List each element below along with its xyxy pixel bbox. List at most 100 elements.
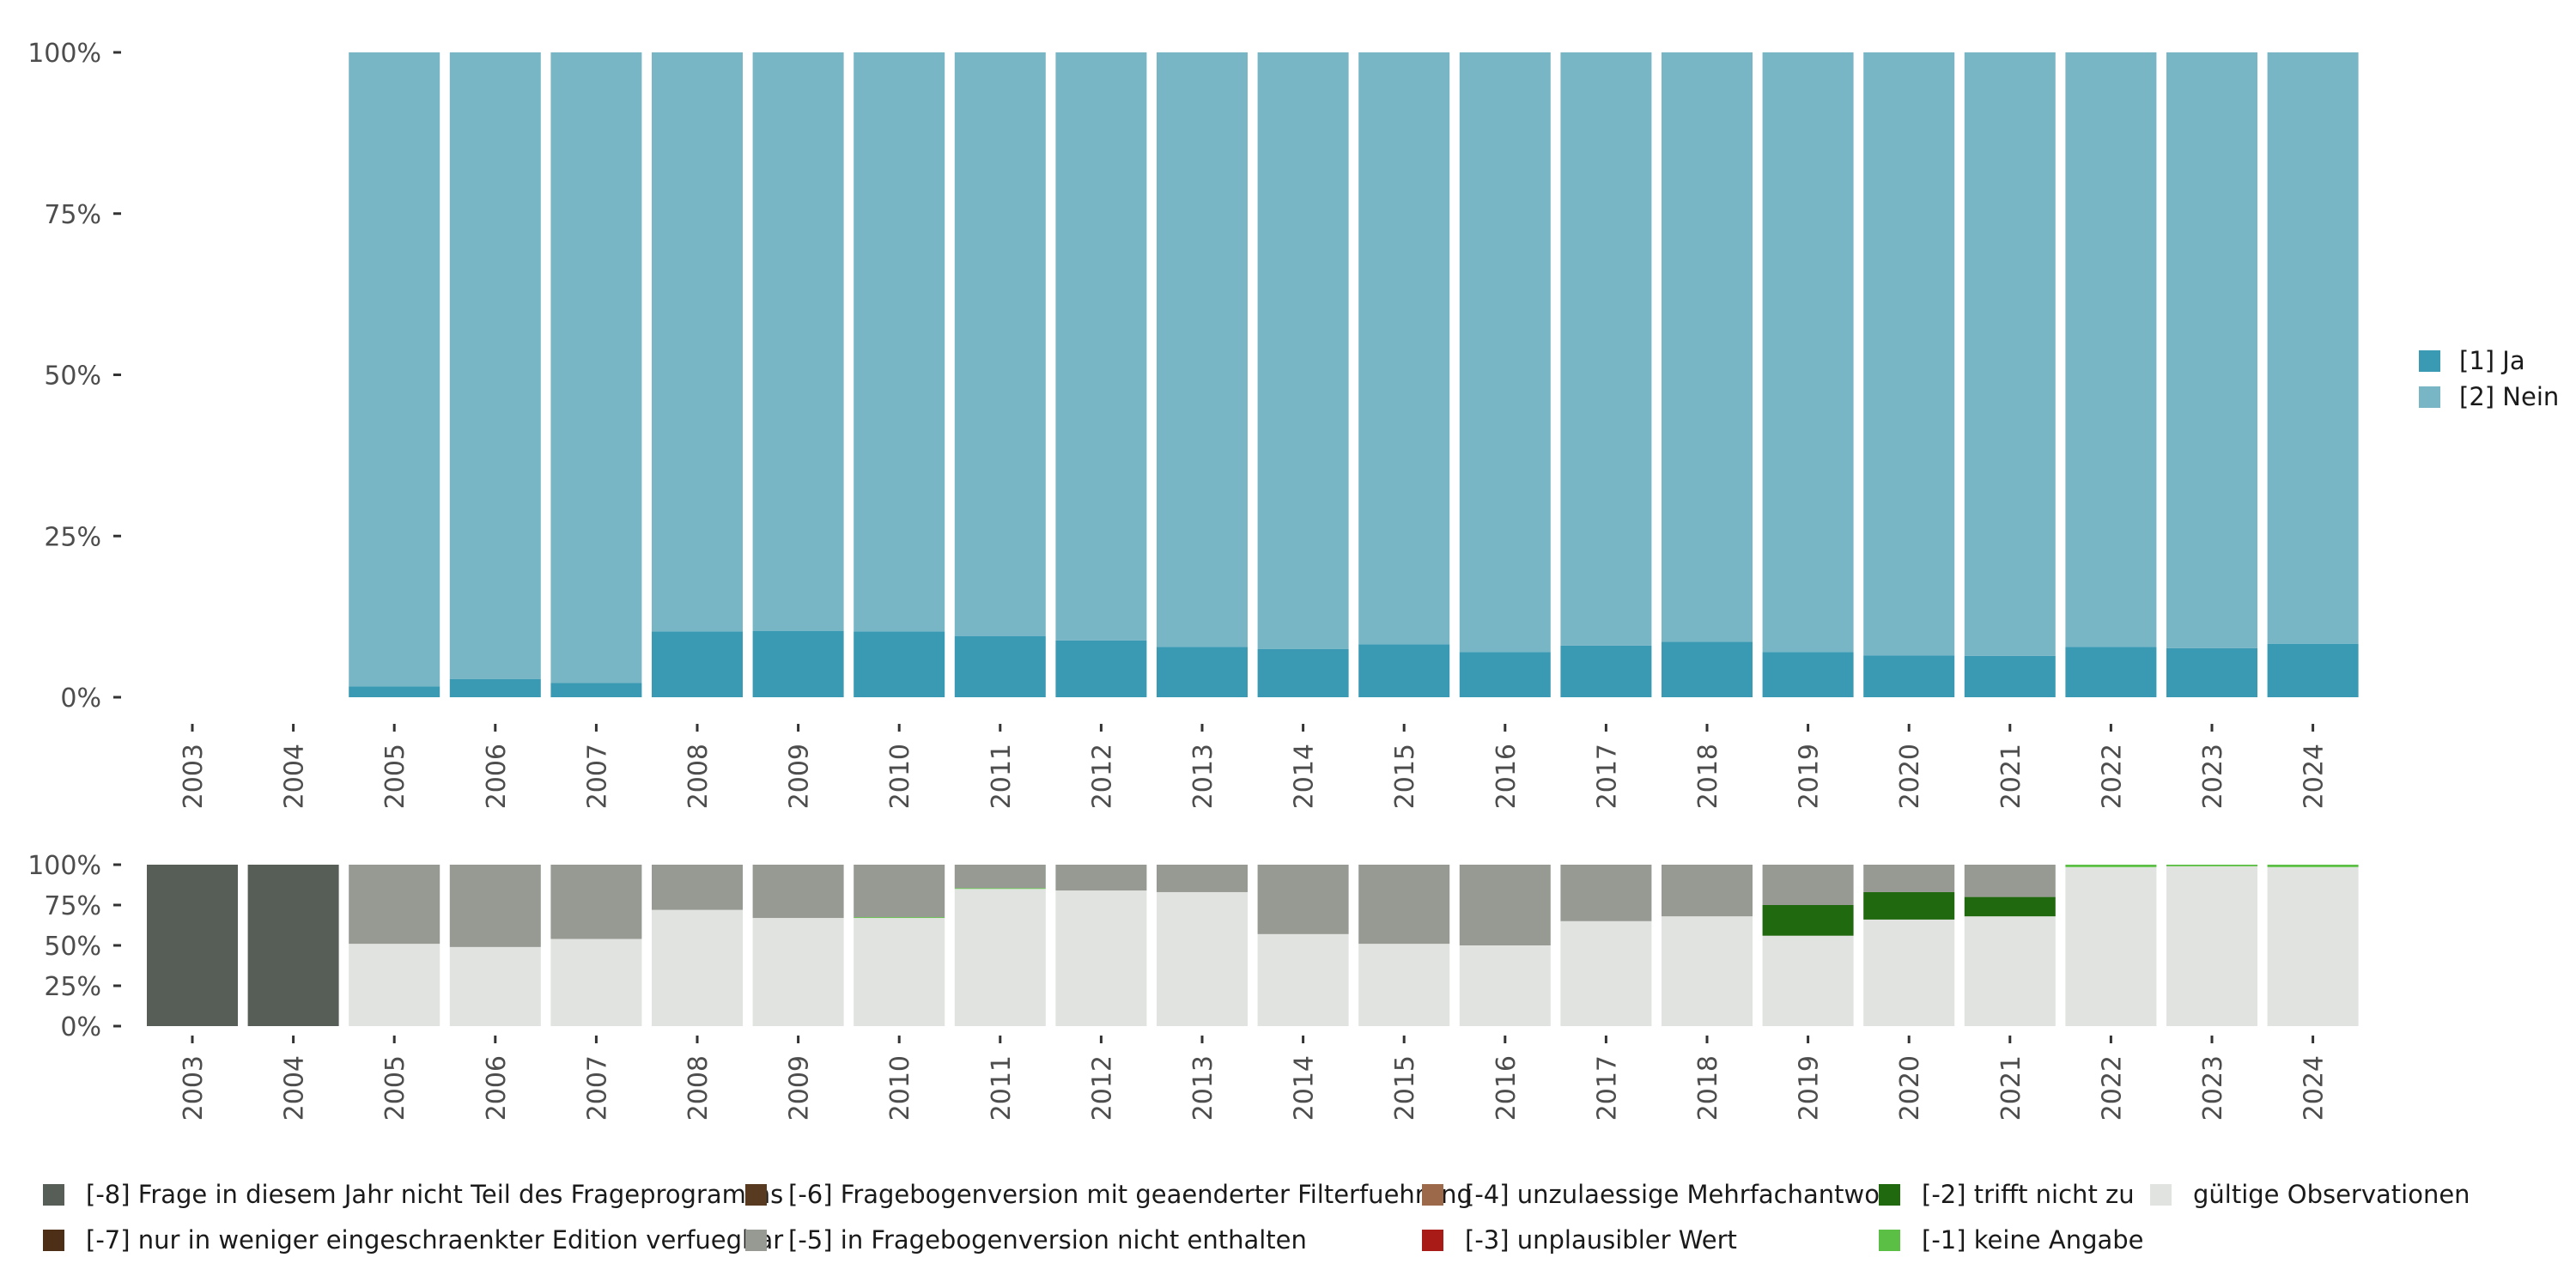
top-legend-swatch-2-nein — [2419, 386, 2440, 408]
bottom-bar-5-in-fragebogenversion-nicht-enthalten-2006 — [449, 865, 541, 947]
bottom-bar-g-ltige-observationen-2013 — [1157, 891, 1248, 1026]
top-bar-2-nein-2009 — [752, 52, 844, 631]
bottom-bar-g-ltige-observationen-2022 — [2065, 866, 2157, 1026]
bottom-bar-5-in-fragebogenversion-nicht-enthalten-2014 — [1257, 865, 1349, 934]
bottom-bar-g-ltige-observationen-2021 — [1964, 916, 2056, 1026]
bottom-bar-g-ltige-observationen-2018 — [1662, 916, 1753, 1026]
top-bar-1-ja-2008 — [652, 631, 743, 697]
bottom-bar-g-ltige-observationen-2007 — [550, 939, 642, 1026]
bottom-bar-g-ltige-observationen-2017 — [1560, 920, 1652, 1026]
top-x-tick-label: 2020 — [1895, 744, 1925, 809]
top-x-tick-label: 2015 — [1390, 744, 1420, 809]
top-bar-2-nein-2012 — [1055, 52, 1147, 641]
top-x-tick-label: 2007 — [582, 744, 612, 809]
top-y-tick-label: 50% — [44, 361, 101, 392]
bottom-legend-swatch-2-trifft-nicht-zu — [1879, 1184, 1900, 1206]
top-bar-1-ja-2015 — [1358, 644, 1450, 697]
bottom-x-tick-label: 2004 — [280, 1055, 310, 1121]
top-x-tick-label: 2019 — [1795, 744, 1825, 809]
top-bar-2-nein-2020 — [1863, 52, 1955, 656]
top-bar-1-ja-2007 — [550, 683, 642, 697]
bottom-x-tick-label: 2005 — [380, 1055, 410, 1121]
top-bar-1-ja-2019 — [1762, 652, 1854, 697]
top-x-tick-label: 2012 — [1087, 744, 1117, 809]
bottom-bar-5-in-fragebogenversion-nicht-enthalten-2005 — [349, 865, 440, 945]
bottom-bar-g-ltige-observationen-2011 — [954, 889, 1046, 1026]
bottom-bar-g-ltige-observationen-2012 — [1055, 890, 1147, 1026]
bottom-bar-g-ltige-observationen-2009 — [752, 918, 844, 1026]
top-x-tick-label: 2017 — [1592, 744, 1622, 809]
top-bar-2-nein-2011 — [954, 52, 1046, 636]
bottom-legend-swatch-5-in-fragebogenversion-nicht-enthalten — [745, 1230, 767, 1251]
bottom-bar-1-keine-angabe-2010 — [854, 917, 945, 919]
bottom-legend-swatch-8-frage-in-diesem-jahr-nicht-teil-des-frageprogramms — [43, 1184, 64, 1206]
bottom-bar-5-in-fragebogenversion-nicht-enthalten-2007 — [550, 865, 642, 939]
bottom-bar-1-keine-angabe-2011 — [954, 888, 1046, 890]
bottom-bar-g-ltige-observationen-2010 — [854, 918, 945, 1026]
top-bar-2-nein-2022 — [2065, 52, 2157, 647]
bottom-bar-g-ltige-observationen-2006 — [449, 946, 541, 1026]
bottom-bar-5-in-fragebogenversion-nicht-enthalten-2011 — [954, 865, 1046, 889]
bottom-bar-8-frage-in-diesem-jahr-nicht-teil-des-frageprogramms-2004 — [247, 865, 339, 1026]
top-legend-swatch-1-ja — [2419, 350, 2440, 372]
top-legend-label-1-ja: [1] Ja — [2459, 346, 2525, 375]
top-bar-2-nein-2024 — [2267, 52, 2359, 644]
bottom-x-tick-label: 2006 — [482, 1055, 512, 1121]
top-y-tick-label: 25% — [44, 522, 101, 552]
bottom-legend-swatch-4-unzulaessige-mehrfachantwort — [1422, 1184, 1443, 1206]
top-bar-1-ja-2020 — [1863, 655, 1955, 697]
bottom-legend-label-g-ltige-observationen: gültige Observationen — [2193, 1180, 2470, 1209]
top-bar-2-nein-2005 — [349, 52, 440, 687]
top-x-tick-label: 2013 — [1188, 744, 1218, 809]
bottom-x-tick-label: 2010 — [885, 1055, 915, 1121]
bottom-bar-g-ltige-observationen-2019 — [1762, 935, 1854, 1026]
top-x-tick-label: 2022 — [2097, 744, 2127, 809]
top-bar-1-ja-2014 — [1257, 648, 1349, 697]
top-bar-1-ja-2009 — [752, 630, 844, 697]
bottom-bar-2-trifft-nicht-zu-2020 — [1863, 891, 1955, 920]
top-bar-1-ja-2018 — [1662, 641, 1753, 697]
bottom-bar-g-ltige-observationen-2024 — [2267, 866, 2359, 1026]
bottom-x-tick-label: 2014 — [1290, 1055, 1320, 1121]
top-bar-2-nein-2007 — [550, 52, 642, 683]
bottom-y-tick-label: 25% — [44, 972, 101, 1002]
bottom-x-tick-label: 2016 — [1492, 1055, 1522, 1121]
top-bar-1-ja-2021 — [1964, 655, 2056, 697]
top-x-tick-label: 2018 — [1693, 744, 1723, 809]
top-x-tick-label: 2024 — [2300, 744, 2330, 809]
top-bar-2-nein-2010 — [854, 52, 945, 632]
top-legend-label-2-nein: [2] Nein — [2459, 382, 2559, 411]
top-chart-panel: 0% 25% 50% 75% 100% 2003 2004 2005 2006 2007 2008 2… — [27, 39, 2359, 809]
top-bar-1-ja-2013 — [1157, 647, 1248, 697]
top-bar-1-ja-2006 — [449, 678, 541, 697]
top-bar-2-nein-2006 — [449, 52, 541, 679]
bottom-x-tick-label: 2009 — [785, 1055, 815, 1121]
bottom-legend-label-6-fragebogenversion-mit-geaenderter-filterfuehrung: [-6] Fragebogenversion mit geaenderter F… — [788, 1180, 1473, 1209]
top-x-tick-label: 2009 — [785, 744, 815, 809]
bottom-legend-label-7-nur-in-weniger-eingeschraenkter-edition-verfuegbar: [-7] nur in weniger eingeschraenkter Edi… — [86, 1225, 783, 1255]
bottom-x-tick-label: 2007 — [582, 1055, 612, 1121]
bottom-chart-legend: [-8] Frage in diesem Jahr nicht Teil des… — [43, 1180, 2470, 1255]
top-chart-legend: [1] Ja [2] Nein — [2419, 346, 2559, 411]
bottom-bar-g-ltige-observationen-2008 — [652, 909, 743, 1026]
top-bar-1-ja-2012 — [1055, 640, 1147, 697]
bottom-x-tick-label: 2019 — [1795, 1055, 1825, 1121]
bottom-x-tick-label: 2020 — [1895, 1055, 1925, 1121]
bottom-bar-g-ltige-observationen-2020 — [1863, 919, 1955, 1026]
bottom-y-tick-label: 0% — [60, 1012, 101, 1042]
top-bar-2-nein-2008 — [652, 52, 743, 632]
bottom-bar-1-keine-angabe-2024 — [2267, 865, 2359, 867]
top-x-tick-label: 2005 — [380, 744, 410, 809]
bottom-bar-2-trifft-nicht-zu-2021 — [1964, 896, 2056, 917]
bottom-bar-8-frage-in-diesem-jahr-nicht-teil-des-frageprogramms-2003 — [147, 865, 238, 1026]
top-x-tick-label: 2010 — [885, 744, 915, 809]
bottom-bar-5-in-fragebogenversion-nicht-enthalten-2017 — [1560, 865, 1652, 921]
top-x-tick-label: 2016 — [1492, 744, 1522, 809]
top-bar-1-ja-2023 — [2166, 647, 2257, 697]
bottom-bar-2-trifft-nicht-zu-2019 — [1762, 905, 1854, 936]
top-bar-2-nein-2013 — [1157, 52, 1248, 647]
bottom-bar-1-keine-angabe-2023 — [2166, 865, 2257, 866]
bottom-bar-g-ltige-observationen-2014 — [1257, 933, 1349, 1026]
bottom-y-tick-label: 100% — [27, 851, 101, 881]
